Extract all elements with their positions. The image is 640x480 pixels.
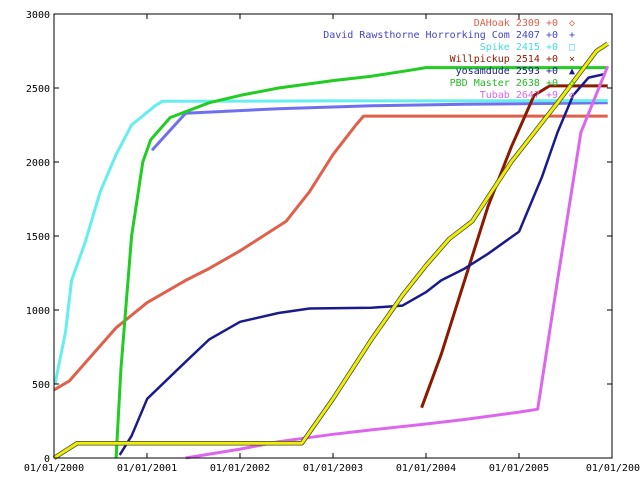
y-tick-label: 2000: [26, 158, 50, 169]
legend-entry-label: Willpickup 2514 +0: [450, 54, 558, 65]
y-tick-label: 1000: [26, 306, 50, 317]
y-tick-label: 500: [32, 380, 50, 391]
legend-marker-icon: □: [569, 42, 575, 53]
legend-entry-label: yosamdude 2593 +0: [456, 66, 558, 77]
legend-marker-icon: ◇: [569, 78, 575, 89]
x-tick-label: 01/01/200: [586, 463, 640, 474]
series-line-0: [53, 114, 608, 392]
x-tick-label: 01/01/2003: [303, 463, 363, 474]
x-tick-label: 01/01/2005: [489, 463, 549, 474]
series-line-4: [118, 72, 605, 456]
legend: DAHoak 2309 +0 ◇ David Rawsthorne Horrorki…: [323, 18, 575, 101]
x-tick-label: 01/01/2002: [210, 463, 270, 474]
x-tick-label: 01/01/2001: [117, 463, 177, 474]
y-axis: 0 500 1000 1500 2000 2500 3000: [26, 10, 612, 465]
series-line-5: [114, 66, 608, 459]
legend-entry-label: David Rawsthorne Horrorking Com 2407 +0: [323, 30, 558, 41]
x-axis: 01/01/2000 01/01/2001 01/01/2002 01/01/2003…: [24, 14, 640, 474]
y-tick-label: 1500: [26, 232, 50, 243]
series-layer: [52, 41, 610, 460]
series-line-7: [53, 42, 609, 460]
legend-marker-icon: +: [569, 30, 575, 41]
x-tick-label: 01/01/2000: [24, 463, 84, 474]
legend-marker-icon: ▲: [569, 66, 575, 77]
legend-entry-label: Tubab 2647 +9: [480, 90, 558, 101]
legend-entry-label: Spike 2415 +0: [480, 42, 558, 53]
x-tick-label: 01/01/2004: [396, 463, 456, 474]
legend-marker-icon: ◇: [569, 18, 575, 29]
y-tick-label: 2500: [26, 84, 50, 95]
series-line-1: [150, 101, 608, 152]
y-tick-label: 3000: [26, 10, 50, 21]
legend-entry-label: PBD Master 2638 +0: [450, 78, 558, 89]
legend-marker-icon: ◇: [569, 90, 575, 101]
legend-entry-label: DAHoak 2309 +0: [474, 18, 558, 29]
y-tick-label: 0: [44, 454, 50, 465]
legend-marker-icon: ×: [569, 54, 575, 65]
